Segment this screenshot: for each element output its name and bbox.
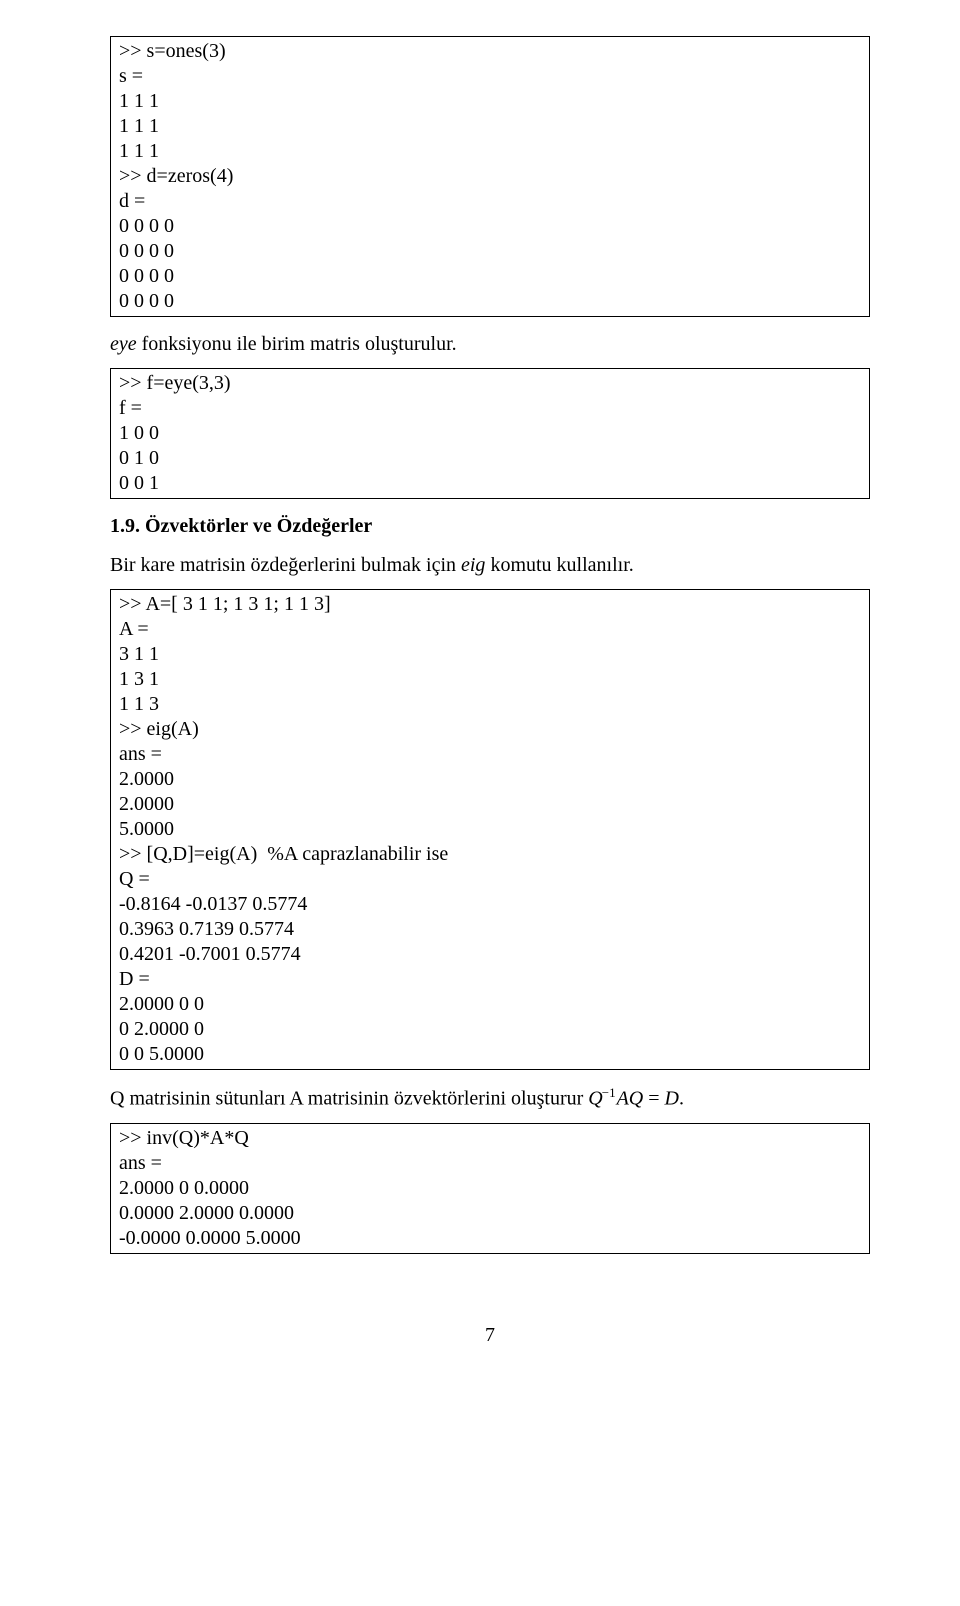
code-box-1: >> s=ones(3) s = 1 1 1 1 1 1 1 1 1 >> d=… xyxy=(110,36,870,317)
para3-post: . xyxy=(679,1088,684,1110)
paragraph-q-matrix: Q matrisinin sütunları A matrisinin özve… xyxy=(110,1084,870,1113)
para3-pre: Q matrisinin sütunları A matrisinin özve… xyxy=(110,1088,583,1110)
italic-eye: eye xyxy=(110,333,137,355)
italic-eig: eig xyxy=(461,554,485,576)
para2-pre: Bir kare matrisin özdeğerlerini bulmak i… xyxy=(110,554,461,576)
para2-post: komutu kullanılır. xyxy=(485,554,633,576)
formula-sup: −1 xyxy=(602,1085,616,1100)
code-box-4: >> inv(Q)*A*Q ans = 2.0000 0 0.0000 0.00… xyxy=(110,1123,870,1254)
paragraph-eig: Bir kare matrisin özdeğerlerini bulmak i… xyxy=(110,552,870,579)
para1-text: fonksiyonu ile birim matris oluşturulur. xyxy=(137,333,457,355)
formula-q: Q xyxy=(588,1088,602,1110)
formula-qaq: Q−1AQ = D xyxy=(588,1084,679,1113)
formula-eq: = xyxy=(643,1088,664,1110)
code-box-2: >> f=eye(3,3) f = 1 0 0 0 1 0 0 0 1 xyxy=(110,368,870,499)
formula-aq: AQ xyxy=(617,1088,644,1110)
page-number: 7 xyxy=(110,1324,870,1347)
paragraph-eye: eye fonksiyonu ile birim matris oluşturu… xyxy=(110,331,870,358)
section-heading: 1.9. Özvektörler ve Özdeğerler xyxy=(110,515,870,538)
formula-d: D xyxy=(665,1088,679,1110)
code-box-3: >> A=[ 3 1 1; 1 3 1; 1 1 3] A = 3 1 1 1 … xyxy=(110,589,870,1070)
